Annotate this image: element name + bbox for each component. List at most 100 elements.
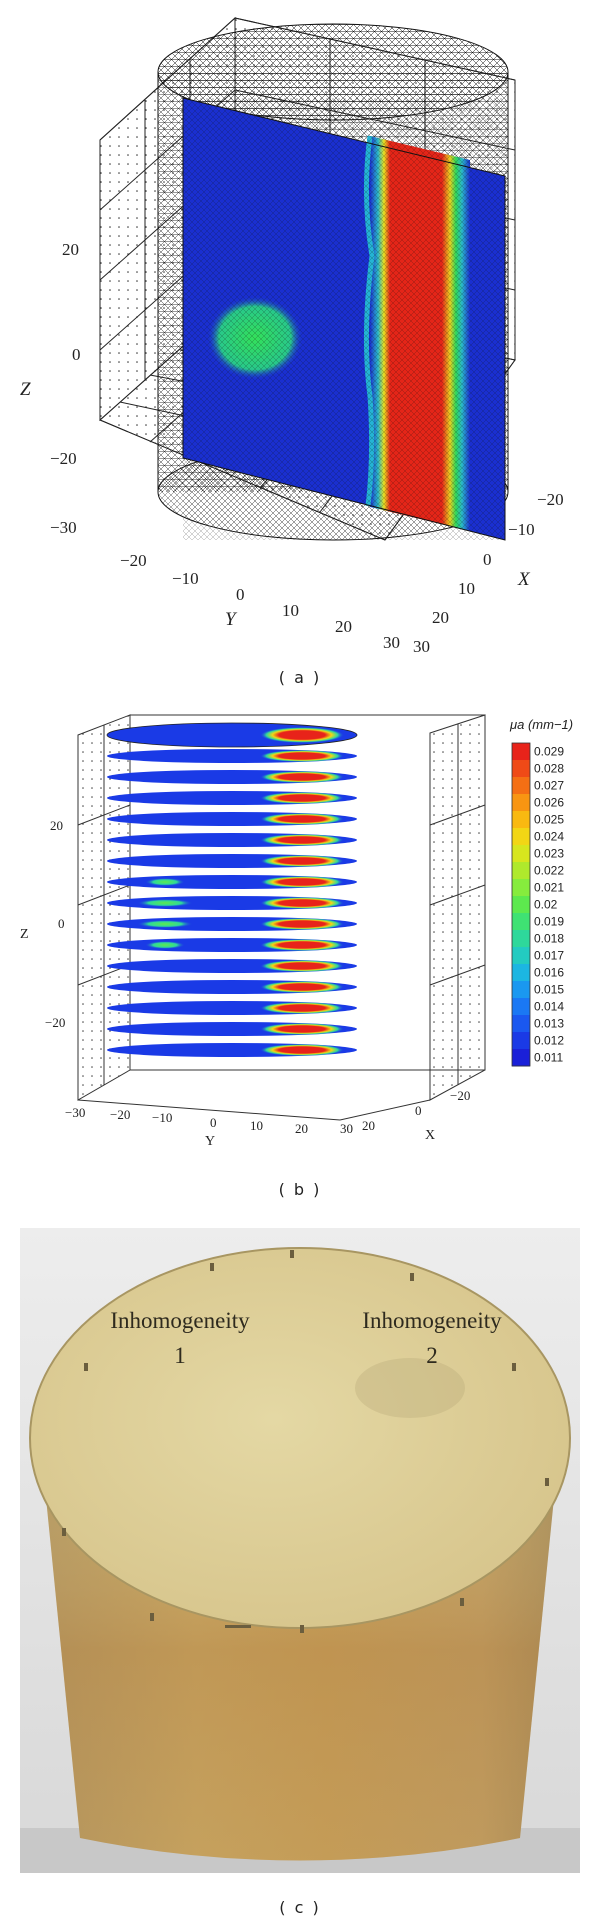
phantom-top-face (29, 1247, 571, 1629)
colorbar-tick: 0.015 (534, 983, 564, 997)
colorbar-cell (512, 811, 530, 829)
caption-a: ( a ) (278, 668, 322, 687)
y-tick: 10 (250, 1118, 263, 1133)
z-tick: 0 (58, 916, 65, 931)
colorbar-cell (512, 862, 530, 880)
colorbar-cell (512, 1032, 530, 1050)
y-axis: −20 −10 0 10 20 30 Y (120, 551, 400, 652)
y-tick: −30 (65, 1105, 85, 1120)
colorbar-tick: 0.023 (534, 847, 564, 861)
colorbar-cell (512, 981, 530, 999)
y-tick: −20 (110, 1107, 130, 1122)
z-axis-b: 20 0 −20 Z (20, 818, 65, 1030)
z-axis: 20 0 −20 −30 Z (20, 240, 81, 537)
y-tick: 0 (210, 1115, 217, 1130)
colorbar-tick: 0.025 (534, 813, 564, 827)
colorbar-tick: 0.02 (534, 898, 558, 912)
y-tick: 20 (335, 617, 352, 636)
inhomogeneity-1-label: Inhomogeneity 1 (110, 1308, 250, 1368)
absorption-slice (182, 97, 506, 541)
colorbar-cell (512, 794, 530, 812)
colorbar-tick: 0.012 (534, 1034, 564, 1048)
z-tick: −30 (50, 518, 77, 537)
colorbar-tick: 0.019 (534, 915, 564, 929)
inhomogeneity-2-section (260, 771, 344, 783)
z-axis-label: Z (20, 379, 31, 400)
inhomogeneity-2-section (260, 918, 344, 930)
z-tick: −20 (50, 449, 77, 468)
inhomogeneity-2-section (260, 897, 344, 909)
z-tick: 20 (50, 818, 63, 833)
z-tick: 0 (72, 345, 81, 364)
inhomogeneity-2-section (260, 876, 344, 888)
inhomogeneity-2-section (260, 834, 344, 846)
colorbar-tick: 0.027 (534, 779, 564, 793)
caption-b: ( b ) (278, 1180, 322, 1199)
inhomogeneity-2-section (260, 727, 344, 743)
colorbar-tick: 0.011 (534, 1051, 563, 1065)
colorbar-cell (512, 828, 530, 846)
y-tick: −10 (172, 569, 199, 588)
svg-text:1: 1 (174, 1343, 186, 1368)
colorbar-tick: 0.024 (534, 830, 564, 844)
x-axis: −20 −10 0 10 20 30 X (413, 490, 564, 656)
inhomogeneity-2-section (260, 855, 344, 867)
inhomogeneity-2-section (260, 960, 344, 972)
colorbar-cell (512, 879, 530, 897)
slice-stack (106, 722, 358, 1057)
colorbar-cell (512, 760, 530, 778)
inhomogeneity-2-section (260, 1002, 344, 1014)
colorbar-tick: 0.022 (534, 864, 564, 878)
axes-box-b (77, 714, 486, 1121)
y-tick: −10 (152, 1110, 172, 1125)
panel-b-plot: 20 0 −20 Z −30 −20 −10 0 10 20 30 Y 20 0… (20, 714, 573, 1149)
y-axis-label: Y (225, 609, 238, 630)
colorbar-tick: 0.028 (534, 762, 564, 776)
x-tick: 10 (458, 579, 475, 598)
colorbar-title: μa (mm−1) (509, 717, 573, 732)
x-tick: 30 (413, 637, 430, 656)
y-tick: 10 (282, 601, 299, 620)
colorbar-tick: 0.017 (534, 949, 564, 963)
z-tick: −20 (45, 1015, 65, 1030)
inhomogeneity-2-section (260, 813, 344, 825)
inhomogeneity-2-section (260, 792, 344, 804)
y-tick: 30 (383, 633, 400, 652)
x-tick: 20 (432, 608, 449, 627)
colorbar-tick: 0.014 (534, 1000, 564, 1014)
colorbar-tick: 0.021 (534, 881, 564, 895)
colorbar-cell (512, 998, 530, 1016)
x-tick: −10 (508, 520, 535, 539)
panel-c: Inhomogeneity 1 Inhomogeneity 2 (0, 1228, 600, 1888)
colorbar-tick: 0.018 (534, 932, 564, 946)
x-tick: 0 (483, 550, 492, 569)
top-slice-outline (106, 722, 358, 748)
colorbar-tick: 0.013 (534, 1017, 564, 1031)
x-axis-label: X (425, 1128, 435, 1143)
colorbar: μa (mm−1) 0.029 0.028 0.027 0.026 0.025 0.024… (509, 717, 573, 1067)
caption-c: ( c ) (279, 1898, 321, 1917)
colorbar-cell (512, 930, 530, 948)
x-tick: −20 (450, 1088, 470, 1103)
colorbar-cell (512, 845, 530, 863)
x-tick: 20 (362, 1118, 375, 1133)
z-axis-label: Z (20, 927, 29, 942)
inhomogeneity-2-section (260, 1023, 344, 1035)
x-tick: −20 (537, 490, 564, 509)
edge-marks (62, 1250, 549, 1633)
svg-text:2: 2 (426, 1343, 438, 1368)
colorbar-cell (512, 913, 530, 931)
y-tick: 0 (236, 585, 245, 604)
panel-a-plot: 20 0 −20 −30 Z −20 −10 0 10 20 30 Y −20 … (20, 16, 564, 656)
colorbar-cell (512, 1049, 530, 1067)
inhomogeneity-2-section (260, 1044, 344, 1056)
inhomogeneity-1-section (137, 899, 193, 907)
colorbar-cell (512, 743, 530, 761)
y-tick: 30 (340, 1121, 353, 1136)
phantom-photo: Inhomogeneity 1 Inhomogeneity 2 (20, 1228, 580, 1873)
x-axis-b: 20 0 −20 X (362, 1088, 470, 1143)
colorbar-cell (512, 947, 530, 965)
panel-a: 20 0 −20 −30 Z −20 −10 0 10 20 30 Y −20 … (0, 0, 600, 660)
y-axis-label: Y (205, 1134, 215, 1149)
inhomogeneity-1-section (137, 920, 193, 928)
